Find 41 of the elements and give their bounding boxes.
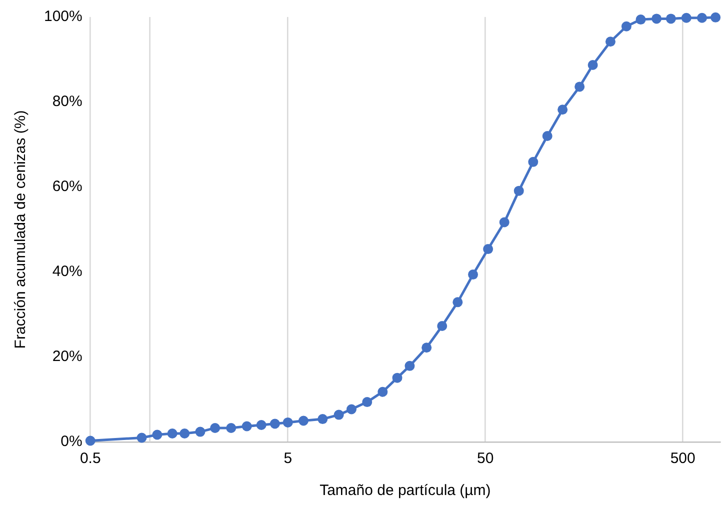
point xyxy=(392,372,402,383)
point xyxy=(652,14,662,24)
y-tick-label: 60% xyxy=(52,178,82,196)
x-tick-label: 50 xyxy=(477,450,494,468)
point xyxy=(437,320,448,331)
point xyxy=(195,426,206,437)
y-axis-title: Fracción acumulada de cenizas (%) xyxy=(12,110,30,349)
point xyxy=(180,428,190,438)
point xyxy=(378,386,388,397)
y-tick-label: 20% xyxy=(52,348,82,366)
point xyxy=(605,36,616,47)
point xyxy=(210,422,220,433)
x-axis-title: Tamaño de partícula (µm) xyxy=(320,482,491,500)
point xyxy=(242,421,252,432)
point xyxy=(256,420,266,430)
point xyxy=(528,156,538,167)
point xyxy=(666,14,676,24)
x-tick-label: 500 xyxy=(670,450,696,468)
point xyxy=(499,217,510,228)
point xyxy=(318,414,328,424)
point xyxy=(346,404,356,414)
point xyxy=(710,12,721,22)
x-tick-label: 0.5 xyxy=(80,450,101,468)
point xyxy=(514,186,524,196)
point xyxy=(422,342,432,353)
point xyxy=(621,21,632,32)
point xyxy=(468,270,478,280)
point xyxy=(226,422,236,433)
y-tick-label: 100% xyxy=(44,8,82,26)
point xyxy=(574,82,585,92)
x-tick-label: 5 xyxy=(284,450,292,468)
y-tick-label: 40% xyxy=(52,263,82,280)
y-tick-label: 80% xyxy=(52,93,82,110)
point xyxy=(696,12,707,23)
point xyxy=(270,418,280,429)
point xyxy=(636,14,646,25)
point xyxy=(362,397,372,408)
y-tick-label: 0% xyxy=(60,433,82,450)
point xyxy=(452,297,463,308)
point xyxy=(483,244,494,254)
point xyxy=(681,12,692,23)
